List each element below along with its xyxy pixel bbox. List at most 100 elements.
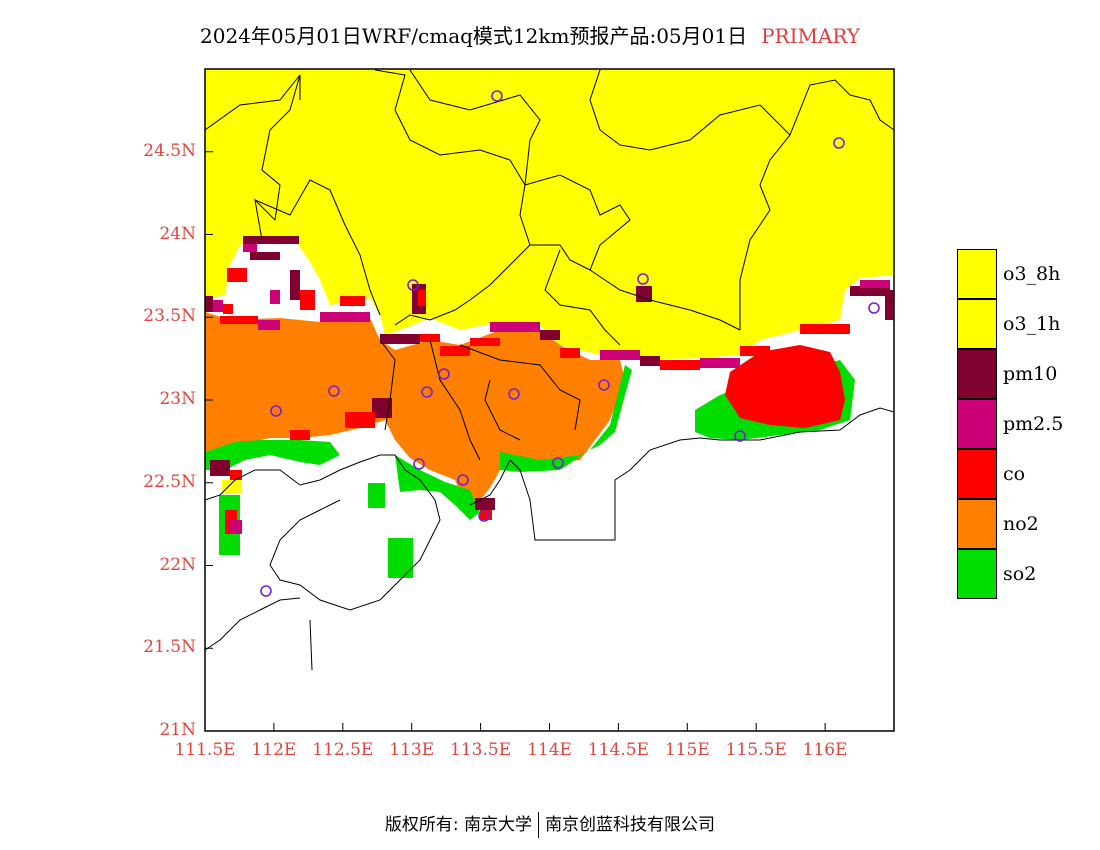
axis-ticks (204, 151, 826, 732)
lon-label: 116E (802, 740, 848, 760)
lon-label: 112E (251, 740, 297, 760)
so2-fringe-west (205, 440, 340, 470)
footer-copyright: 版权所有: 南京大学 (384, 815, 533, 835)
legend-swatch (957, 249, 997, 299)
pollutant-cell-pm2.5 (320, 312, 370, 322)
legend-label: o3_8h (1003, 263, 1061, 285)
legend-swatch (957, 449, 997, 499)
pollutant-cell-pm2.5 (270, 290, 280, 304)
so2-fringe-delta (395, 455, 480, 520)
pollutant-cell-co (800, 324, 850, 334)
lon-label: 111.5E (174, 740, 236, 760)
station-marker (508, 388, 520, 400)
legend-swatch (957, 399, 997, 449)
station-marker (598, 379, 610, 391)
lat-label: 24N (159, 223, 196, 244)
station-marker (552, 457, 564, 469)
pollutant-cell-co (290, 430, 310, 440)
lon-label: 115E (664, 740, 710, 760)
lat-label: 24.5N (143, 140, 196, 161)
city-border (524, 174, 631, 271)
pollutant-cell-co (220, 316, 258, 324)
station-marker (270, 405, 282, 417)
station-marker (407, 279, 419, 291)
legend-label: o3_1h (1003, 313, 1061, 335)
station-marker (868, 302, 880, 314)
monitoring-stations (260, 90, 880, 597)
co-region (725, 345, 845, 428)
legend-swatch (957, 499, 997, 549)
pollutant-cell-pm2.5 (243, 244, 257, 252)
coastline (469, 407, 895, 541)
pollutant-cell-pm10 (475, 498, 495, 510)
station-marker (413, 458, 425, 470)
pollutant-cell-pm2.5 (700, 358, 740, 368)
legend-label: co (1003, 463, 1026, 485)
lon-label: 115.5E (725, 740, 787, 760)
pollutant-cell-co (340, 296, 365, 306)
legend-label: pm2.5 (1003, 413, 1064, 435)
city-border (544, 249, 741, 346)
pollutant-cell-pm10 (540, 330, 560, 340)
pollutant-cell-pm2.5 (213, 300, 223, 312)
pollutant-cell-co (560, 348, 580, 358)
station-marker (260, 585, 272, 597)
city-border (254, 179, 381, 316)
city-border (409, 69, 541, 186)
legend-swatch (957, 299, 997, 349)
lon-label: 113E (389, 740, 435, 760)
pollutant-cell-pm10 (205, 296, 213, 312)
legend-label: pm10 (1003, 363, 1058, 385)
pollutant-cell-pm10 (210, 460, 230, 476)
lat-label: 21.5N (143, 637, 196, 658)
so2-fringe-east (500, 365, 632, 472)
station-marker (457, 474, 469, 486)
pollutant-cell-pm10 (636, 286, 652, 302)
lon-label: 113.5E (450, 740, 512, 760)
pollutant-cell-co (227, 268, 247, 282)
pollutant-cell-pm2.5 (860, 280, 890, 288)
pollutant-cell-pm10 (250, 252, 280, 260)
so2-cells (388, 538, 413, 578)
pollutant-cell-co (345, 412, 375, 428)
lat-label: 22.5N (143, 471, 196, 492)
city-border (299, 69, 531, 326)
pollutant-cell-co (223, 304, 233, 314)
admin-borders (204, 69, 895, 671)
lon-label: 112.5E (312, 740, 374, 760)
title-main: 2024年05月01日WRF/cmaq模式12km预报产品:05月01日 (200, 24, 748, 48)
station-marker (637, 273, 649, 285)
lat-label: 23N (159, 389, 196, 409)
pollutant-cell-pm10 (372, 398, 392, 418)
city-border (204, 74, 301, 241)
pollutant-cell-co (420, 334, 440, 342)
station-marker (328, 385, 340, 397)
lon-label: 114.5E (587, 740, 649, 760)
so2-cells (368, 483, 385, 508)
legend-swatch (957, 349, 997, 399)
pollutant-cell-pm10 (243, 236, 299, 244)
station-marker (491, 90, 503, 102)
pollutant-cell-co (300, 290, 315, 310)
pollutant-cell-pm10 (850, 286, 890, 296)
pollutant-cell-pm10 (380, 334, 420, 344)
station-marker (734, 430, 746, 442)
title-tag: PRIMARY (761, 24, 861, 48)
legend-label: so2 (1003, 563, 1037, 585)
o3-region (205, 69, 894, 360)
o3-cell (222, 480, 242, 494)
pollutant-cell-pm2.5 (258, 320, 280, 330)
city-border (589, 69, 791, 330)
city-border (789, 79, 895, 136)
pollutant-cell-co (440, 346, 470, 356)
footer-company: 南京创蓝科技有限公司 (545, 815, 716, 835)
lat-label: 21N (159, 720, 196, 740)
coastline (204, 597, 313, 671)
pollutant-cell-co (470, 338, 500, 346)
pollutant-cell-pm2.5 (490, 322, 540, 332)
legend-swatch (957, 549, 997, 599)
lon-label: 114E (527, 740, 572, 760)
pollutant-cell-pm2.5 (600, 350, 640, 360)
pollutant-cell-co (740, 346, 770, 356)
